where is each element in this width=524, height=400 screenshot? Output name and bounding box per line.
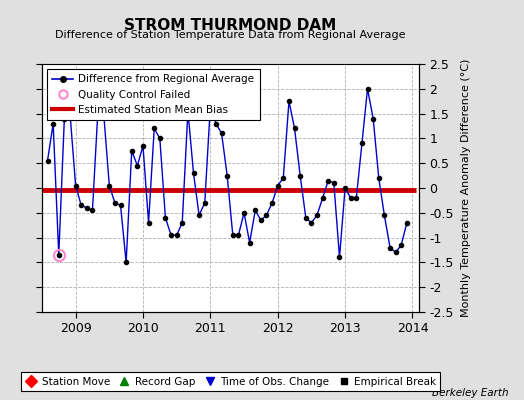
- Text: STROM THURMOND DAM: STROM THURMOND DAM: [124, 18, 337, 33]
- Legend: Difference from Regional Average, Quality Control Failed, Estimated Station Mean: Difference from Regional Average, Qualit…: [47, 69, 259, 120]
- Text: Berkeley Earth: Berkeley Earth: [432, 388, 508, 398]
- Y-axis label: Monthly Temperature Anomaly Difference (°C): Monthly Temperature Anomaly Difference (…: [461, 59, 471, 317]
- Text: Difference of Station Temperature Data from Regional Average: Difference of Station Temperature Data f…: [56, 30, 406, 40]
- Legend: Station Move, Record Gap, Time of Obs. Change, Empirical Break: Station Move, Record Gap, Time of Obs. C…: [20, 372, 441, 391]
